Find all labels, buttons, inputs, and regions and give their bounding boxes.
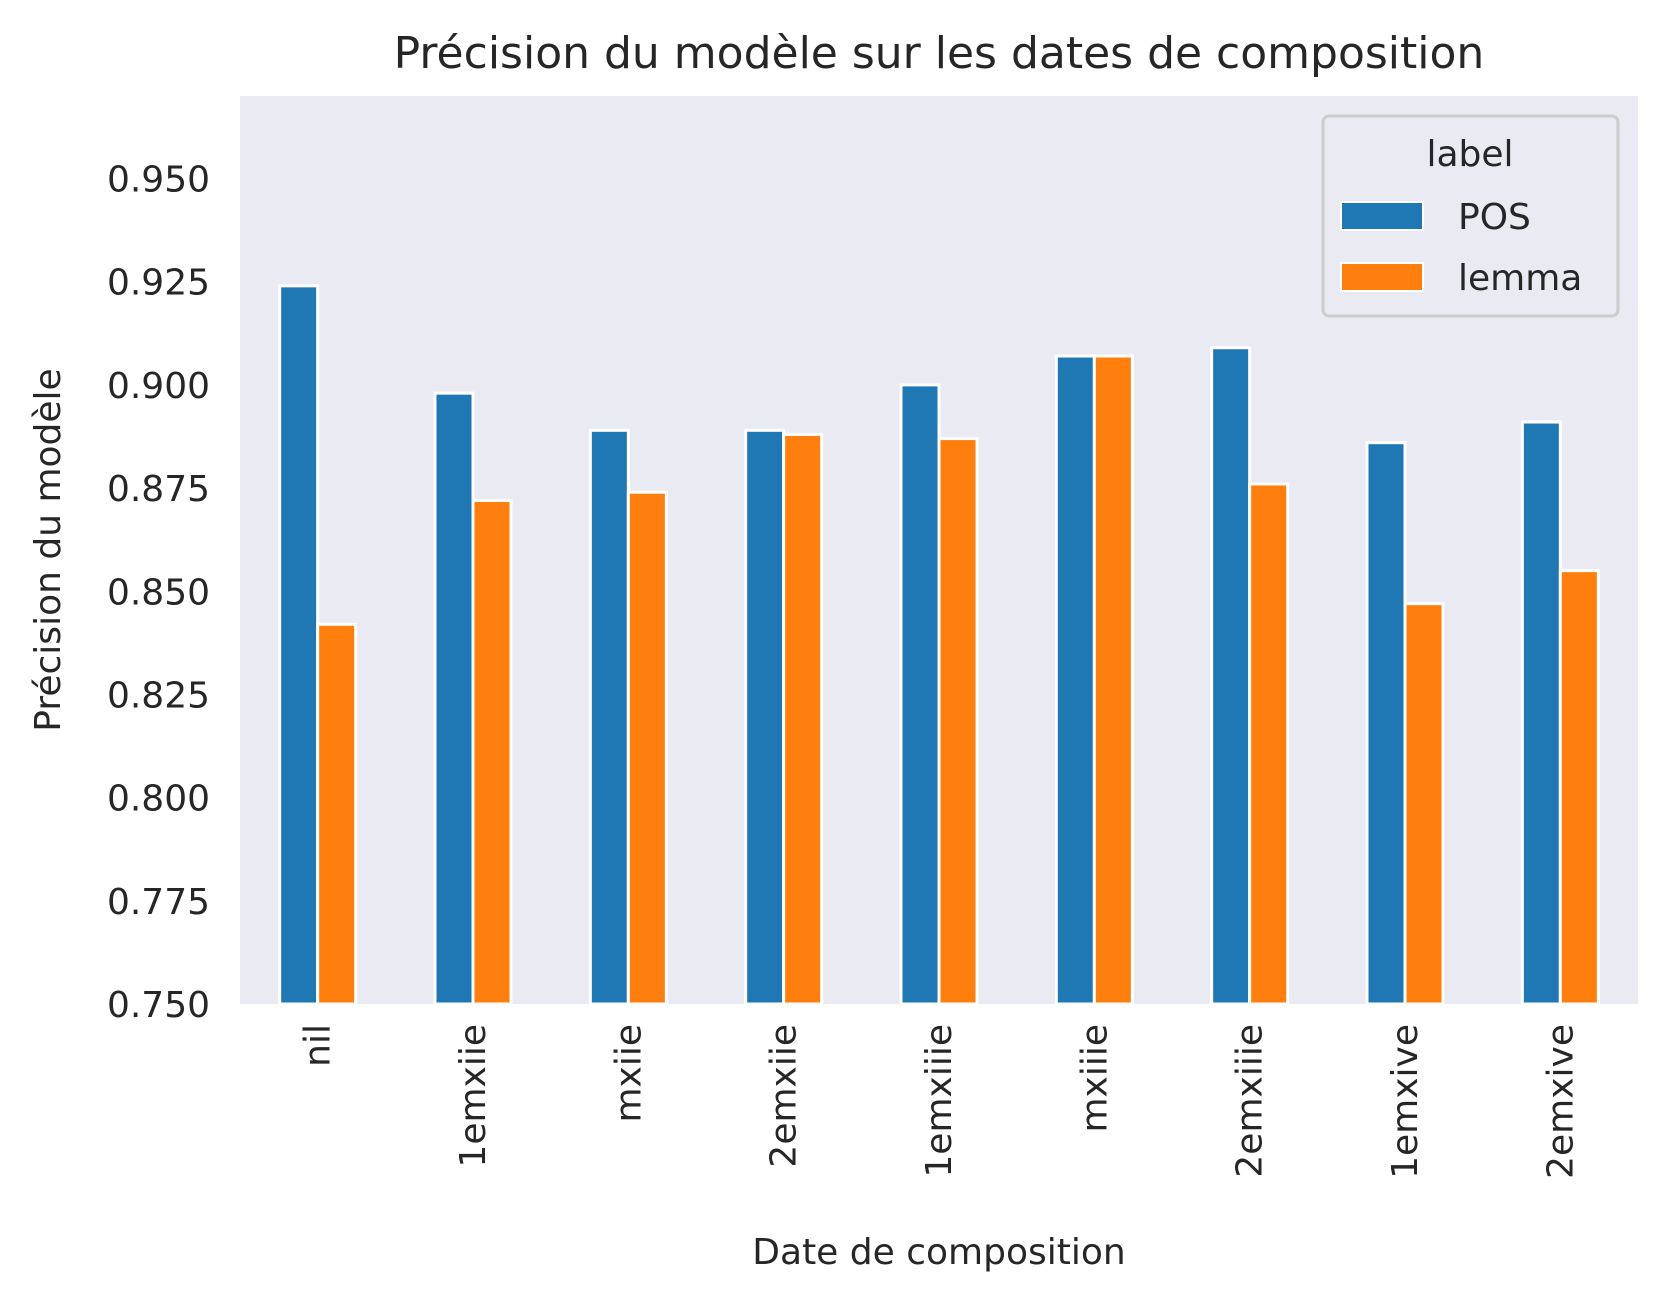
bar-pos-1emxiiie [899,383,941,1006]
bar-pos-nil [278,284,320,1006]
y-tick-label: 0.825 [107,675,210,716]
bar-pos-1emxiie [433,391,475,1006]
legend-label-pos: POS [1458,197,1531,238]
x-tick-label: mxiiie [1074,1024,1115,1133]
x-ticks-group: nil 1emxiie mxiie 2emxiie 1emxiiie mxiiie 2emx… [298,1024,1582,1179]
legend-title: label [1426,134,1513,175]
bar-lemma-1emxive [1403,602,1445,1006]
bar-lemma-1emxiie [471,498,513,1006]
legend-label-lemma: lemma [1458,258,1582,299]
x-axis-label: Date de composition [752,1232,1125,1273]
x-tick-label: mxiie [608,1024,649,1123]
bar-pos-2emxiiie [1210,346,1252,1006]
x-tick-label: 2emxive [1540,1024,1581,1179]
chart-title: Précision du modèle sur les dates de com… [394,28,1485,79]
x-tick-label: nil [298,1024,339,1067]
y-tick-label: 0.950 [107,160,210,201]
bar-lemma-mxiiie [1092,354,1134,1006]
bar-lemma-2emxiiie [1248,482,1290,1006]
y-tick-label: 0.775 [107,882,210,923]
bar-pos-mxiie [588,428,630,1006]
bars-group [278,284,1600,1006]
x-tick-label: 1emxiiie [919,1024,960,1178]
y-axis-label: Précision du modèle [28,368,69,731]
y-ticks-group: 0.750 0.775 0.800 0.825 0.850 0.875 0.900 0.925… [107,160,210,1026]
x-tick-label: 1emxiie [453,1024,494,1168]
legend-swatch-lemma [1340,262,1424,292]
bar-lemma-2emxiie [782,432,824,1006]
bar-lemma-1emxiiie [937,437,979,1006]
bar-lemma-2emxive [1558,569,1600,1006]
x-tick-label: 1emxive [1385,1024,1426,1179]
legend-swatch-pos [1340,201,1424,231]
y-tick-label: 0.800 [107,779,210,820]
y-tick-label: 0.850 [107,572,210,613]
bar-pos-mxiiie [1054,354,1096,1006]
y-tick-label: 0.900 [107,366,210,407]
y-tick-label: 0.875 [107,469,210,510]
bar-pos-2emxiie [744,428,786,1006]
bar-lemma-nil [316,622,358,1006]
x-tick-label: 2emxiie [764,1024,805,1168]
y-tick-label: 0.750 [107,985,210,1026]
bar-pos-2emxive [1520,420,1562,1006]
bar-pos-1emxive [1365,441,1407,1006]
legend: label POS lemma [1321,114,1620,318]
x-tick-label: 2emxiiie [1230,1024,1271,1178]
bar-lemma-mxiie [626,490,668,1006]
y-tick-label: 0.925 [107,263,210,304]
